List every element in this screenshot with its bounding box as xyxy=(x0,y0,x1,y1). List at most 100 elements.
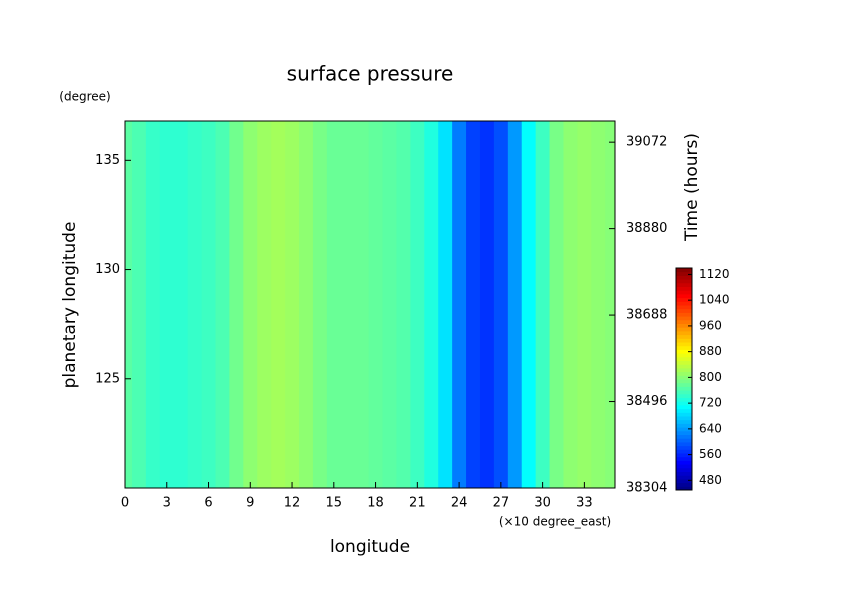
x-tick-label: 12 xyxy=(284,496,301,511)
colorbar-swatch xyxy=(676,397,692,402)
colorbar-swatch xyxy=(676,393,692,398)
colorbar-tick-label: 1040 xyxy=(699,293,730,307)
x-axis-label: longitude xyxy=(330,537,410,557)
colorbar-swatch xyxy=(676,441,692,447)
colorbar-tick-label: 1120 xyxy=(699,267,730,281)
x-tick-label: 33 xyxy=(576,496,593,511)
heatmap-cell xyxy=(257,121,272,488)
heatmap-cell xyxy=(229,121,244,488)
colorbar-swatch xyxy=(676,475,692,480)
colorbar-tick-label: 560 xyxy=(699,447,722,461)
heatmap-cell xyxy=(354,121,370,488)
y2-tick-label: 38880 xyxy=(626,221,667,236)
colorbar-swatch xyxy=(676,390,692,395)
heatmap-cell xyxy=(591,121,606,488)
y2-axis-label: Time (hours) xyxy=(682,133,702,242)
x-tick-label: 21 xyxy=(409,496,426,511)
y2-tick-label: 38688 xyxy=(626,308,667,323)
heatmap-cell xyxy=(563,121,578,488)
heatmap-cell xyxy=(215,121,230,488)
y2-tick-label: 38496 xyxy=(626,394,667,409)
colorbar-swatch xyxy=(676,293,692,299)
heatmap-cell xyxy=(382,121,397,488)
heatmap-cell xyxy=(521,121,537,488)
heatmap xyxy=(125,121,615,488)
heatmap-cell xyxy=(131,121,147,488)
heatmap-cell xyxy=(271,121,286,488)
heatmap-cell xyxy=(507,121,523,488)
colorbar-tick-label: 880 xyxy=(699,344,722,358)
colorbar-swatch xyxy=(676,419,692,424)
heatmap-cell xyxy=(479,121,495,488)
colorbar-swatch xyxy=(676,330,692,336)
x-tick-label: 27 xyxy=(493,496,510,511)
colorbar-swatch xyxy=(676,438,692,443)
colorbar-swatch xyxy=(676,279,692,284)
colorbar-swatch xyxy=(676,282,692,287)
heatmap-cell xyxy=(535,121,551,488)
x-tick-label: 6 xyxy=(204,496,212,511)
heatmap-cell xyxy=(312,121,328,488)
colorbar-swatch xyxy=(676,423,692,428)
colorbar-swatch xyxy=(676,478,692,484)
colorbar-swatch xyxy=(676,305,692,310)
colorbar-swatch xyxy=(676,427,692,432)
colorbar-swatch xyxy=(676,416,692,421)
colorbar-swatch xyxy=(676,349,692,354)
y-tick-label: 130 xyxy=(95,262,120,277)
x-tick-label: 15 xyxy=(326,496,343,511)
heatmap-cell xyxy=(243,121,258,488)
colorbar-swatch xyxy=(676,301,692,306)
heatmap-cell xyxy=(493,121,509,488)
colorbar-swatch xyxy=(676,356,692,361)
heatmap-cell xyxy=(173,121,189,488)
colorbar-swatch xyxy=(676,430,692,435)
heatmap-cell xyxy=(125,121,133,488)
y2-tick-label: 38304 xyxy=(626,481,667,496)
heatmap-cell xyxy=(159,121,175,488)
colorbar-swatch xyxy=(676,286,692,291)
x-tick-label: 18 xyxy=(367,496,384,511)
colorbar-swatch xyxy=(676,334,692,339)
colorbar-swatch xyxy=(676,342,692,347)
heatmap-cell xyxy=(299,121,314,488)
x-tick-label: 30 xyxy=(534,496,551,511)
colorbar-swatch xyxy=(676,375,692,380)
colorbar-frame xyxy=(675,267,693,491)
colorbar-tick-label: 800 xyxy=(699,370,722,384)
x-unit: (×10 degree_east) xyxy=(499,515,611,529)
colorbar-swatch xyxy=(676,460,692,465)
colorbar-swatch xyxy=(676,268,692,273)
colorbar-swatch xyxy=(676,453,692,458)
colorbar-swatch xyxy=(676,386,692,391)
heatmap-cell xyxy=(605,121,615,488)
heatmap-cell xyxy=(201,121,216,488)
colorbar-swatch xyxy=(676,412,692,417)
colorbar-swatch xyxy=(676,327,692,332)
colorbar-swatch xyxy=(676,345,692,350)
heatmap-cell xyxy=(424,121,439,488)
chart-title: surface pressure xyxy=(287,62,454,86)
x-tick-label: 24 xyxy=(451,496,468,511)
colorbar-swatch xyxy=(676,408,692,413)
y2-tick-label: 39072 xyxy=(626,135,667,150)
colorbar-swatch xyxy=(676,401,692,406)
y-unit: (degree) xyxy=(59,90,110,104)
colorbar-swatch xyxy=(676,486,692,491)
heatmap-cell xyxy=(145,121,161,488)
heatmap-cell xyxy=(326,121,342,488)
x-tick-label: 3 xyxy=(163,496,171,511)
colorbar-swatch xyxy=(676,290,692,295)
heatmap-cell xyxy=(285,121,300,488)
heatmap-cell xyxy=(340,121,356,488)
colorbar-swatch xyxy=(676,367,692,373)
y-tick-label: 135 xyxy=(95,153,120,168)
colorbar-tick-label: 480 xyxy=(699,473,722,487)
x-tick-label: 9 xyxy=(246,496,254,511)
heatmap-cell xyxy=(396,121,411,488)
colorbar-tick-label: 960 xyxy=(699,318,722,332)
colorbar-swatch xyxy=(676,338,692,343)
colorbar-swatch xyxy=(676,464,692,469)
heatmap-cell xyxy=(187,121,203,488)
